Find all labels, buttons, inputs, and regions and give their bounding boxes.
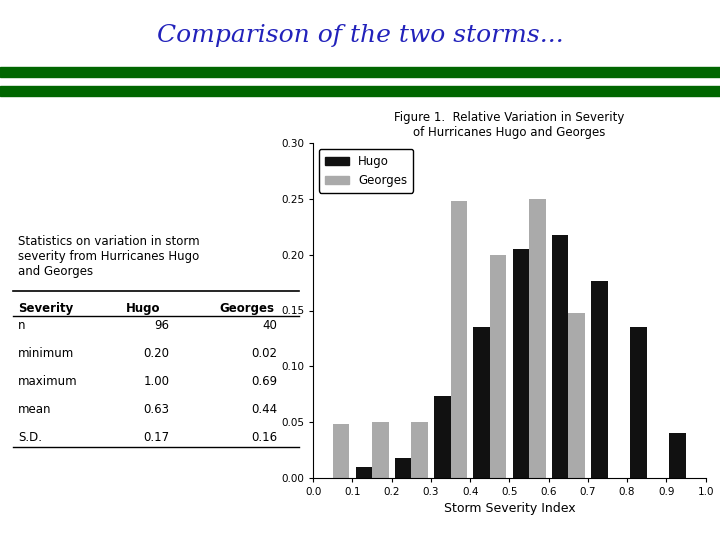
Text: minimum: minimum — [18, 347, 74, 360]
Bar — [356, 467, 372, 478]
Text: 0.16: 0.16 — [251, 431, 277, 444]
Text: Comparison of the two storms...: Comparison of the two storms... — [157, 24, 563, 48]
Bar — [552, 234, 568, 478]
Bar — [513, 249, 529, 478]
Text: Hugo: Hugo — [126, 302, 161, 315]
Bar — [630, 327, 647, 478]
Bar — [451, 201, 467, 478]
Bar — [395, 458, 411, 478]
Text: S.D.: S.D. — [18, 431, 42, 444]
Text: 40: 40 — [262, 319, 277, 332]
Text: 0.44: 0.44 — [251, 403, 277, 416]
Text: 0.69: 0.69 — [251, 375, 277, 388]
Bar — [473, 327, 490, 478]
Text: 96: 96 — [154, 319, 169, 332]
Bar — [434, 396, 451, 478]
Text: mean: mean — [18, 403, 52, 416]
Bar — [333, 424, 349, 478]
Text: 0.02: 0.02 — [251, 347, 277, 360]
Text: n: n — [18, 319, 25, 332]
Bar — [372, 422, 389, 478]
Text: maximum: maximum — [18, 375, 78, 388]
Legend: Hugo, Georges: Hugo, Georges — [319, 149, 413, 193]
Title: Figure 1.  Relative Variation in Severity
of Hurricanes Hugo and Georges: Figure 1. Relative Variation in Severity… — [395, 111, 624, 139]
Bar — [529, 199, 546, 478]
Text: Georges: Georges — [220, 302, 274, 315]
Bar — [411, 422, 428, 478]
Text: 0.63: 0.63 — [143, 403, 169, 416]
Bar — [568, 313, 585, 478]
Bar — [591, 281, 608, 478]
Bar — [670, 433, 686, 478]
Bar — [490, 255, 506, 478]
Text: 0.20: 0.20 — [143, 347, 169, 360]
Text: 0.17: 0.17 — [143, 431, 169, 444]
X-axis label: Storm Severity Index: Storm Severity Index — [444, 503, 575, 516]
Text: Severity: Severity — [18, 302, 73, 315]
Text: 1.00: 1.00 — [143, 375, 169, 388]
Text: Statistics on variation in storm
severity from Hurricanes Hugo
and Georges: Statistics on variation in storm severit… — [18, 235, 199, 278]
